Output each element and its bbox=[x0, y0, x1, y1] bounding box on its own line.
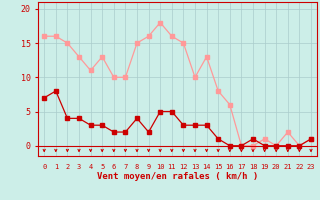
X-axis label: Vent moyen/en rafales ( km/h ): Vent moyen/en rafales ( km/h ) bbox=[97, 172, 258, 181]
